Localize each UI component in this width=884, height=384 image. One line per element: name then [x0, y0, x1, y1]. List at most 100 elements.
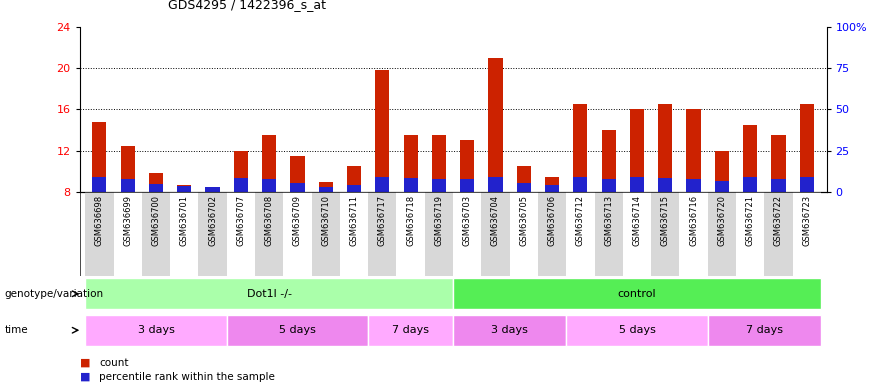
Bar	[545, 185, 560, 192]
Text: GSM636709: GSM636709	[293, 195, 302, 245]
Text: GSM636716: GSM636716	[689, 195, 698, 246]
Bar	[574, 177, 588, 192]
Bar	[482, 192, 510, 276]
Bar	[800, 104, 814, 192]
Text: GSM636720: GSM636720	[717, 195, 727, 245]
Bar	[113, 192, 141, 276]
Bar	[431, 179, 446, 192]
Bar	[149, 174, 163, 192]
Bar	[177, 185, 191, 192]
Bar	[567, 315, 708, 346]
Bar	[424, 192, 453, 276]
Text: GSM636718: GSM636718	[406, 195, 415, 246]
Bar	[793, 192, 821, 276]
Bar	[141, 192, 170, 276]
Bar	[368, 192, 396, 276]
Text: GSM636722: GSM636722	[774, 195, 783, 245]
Text: GSM636714: GSM636714	[632, 195, 642, 245]
Bar	[431, 135, 446, 192]
Bar	[772, 179, 786, 192]
Bar	[85, 278, 453, 310]
Text: GSM636704: GSM636704	[491, 195, 500, 245]
Bar	[708, 192, 736, 276]
Bar	[347, 166, 361, 192]
Bar	[545, 177, 560, 192]
Text: GSM636721: GSM636721	[745, 195, 755, 245]
Bar	[311, 192, 339, 276]
Text: GSM636698: GSM636698	[95, 195, 103, 246]
Bar	[765, 192, 793, 276]
Bar	[453, 278, 821, 310]
Bar	[453, 315, 567, 346]
Bar	[290, 183, 304, 192]
Bar	[489, 177, 503, 192]
Bar	[226, 192, 255, 276]
Bar	[630, 177, 644, 192]
Bar	[595, 192, 623, 276]
Text: GSM636707: GSM636707	[236, 195, 246, 246]
Bar	[517, 183, 531, 192]
Bar	[715, 180, 729, 192]
Text: 3 days: 3 days	[492, 325, 528, 335]
Text: GSM636717: GSM636717	[377, 195, 387, 246]
Text: GDS4295 / 1422396_s_at: GDS4295 / 1422396_s_at	[168, 0, 326, 12]
Bar	[205, 187, 219, 192]
Bar	[800, 177, 814, 192]
Bar	[708, 315, 821, 346]
Text: ■: ■	[80, 358, 90, 368]
Bar	[226, 315, 368, 346]
Text: GSM636711: GSM636711	[349, 195, 359, 245]
Bar	[205, 187, 219, 192]
Bar	[510, 192, 538, 276]
Bar	[517, 166, 531, 192]
Bar	[92, 177, 106, 192]
Bar	[659, 104, 673, 192]
Bar	[453, 192, 482, 276]
Bar	[461, 179, 475, 192]
Bar	[120, 179, 134, 192]
Bar	[743, 125, 758, 192]
Bar	[318, 187, 332, 192]
Text: time: time	[4, 325, 28, 335]
Text: 5 days: 5 days	[279, 325, 316, 335]
Bar	[375, 70, 389, 192]
Bar	[262, 179, 276, 192]
Text: control: control	[618, 289, 656, 299]
Bar	[680, 192, 708, 276]
Text: GSM636719: GSM636719	[434, 195, 444, 245]
Text: 7 days: 7 days	[746, 325, 783, 335]
Bar	[170, 192, 198, 276]
Bar	[120, 146, 134, 192]
Text: GSM636710: GSM636710	[321, 195, 331, 245]
Text: GSM636713: GSM636713	[604, 195, 613, 246]
Text: ■: ■	[80, 372, 90, 382]
Bar	[198, 192, 226, 276]
Bar	[652, 192, 680, 276]
Bar	[290, 156, 304, 192]
Text: GSM636708: GSM636708	[264, 195, 274, 246]
Bar	[347, 185, 361, 192]
Bar	[262, 135, 276, 192]
Text: GSM636703: GSM636703	[462, 195, 472, 246]
Bar	[659, 177, 673, 192]
Text: GSM636715: GSM636715	[660, 195, 670, 245]
Bar	[318, 182, 332, 192]
Text: 5 days: 5 days	[619, 325, 655, 335]
Bar	[233, 177, 248, 192]
Bar	[85, 315, 226, 346]
Text: GSM636705: GSM636705	[519, 195, 529, 245]
Text: GSM636700: GSM636700	[151, 195, 161, 245]
Bar	[396, 192, 424, 276]
Bar	[403, 135, 417, 192]
Bar	[375, 177, 389, 192]
Bar	[489, 58, 503, 192]
Bar	[687, 109, 701, 192]
Bar	[772, 135, 786, 192]
Bar	[574, 104, 588, 192]
Text: GSM636699: GSM636699	[123, 195, 133, 245]
Bar	[368, 315, 453, 346]
Bar	[255, 192, 283, 276]
Bar	[177, 186, 191, 192]
Bar	[715, 151, 729, 192]
Text: count: count	[99, 358, 128, 368]
